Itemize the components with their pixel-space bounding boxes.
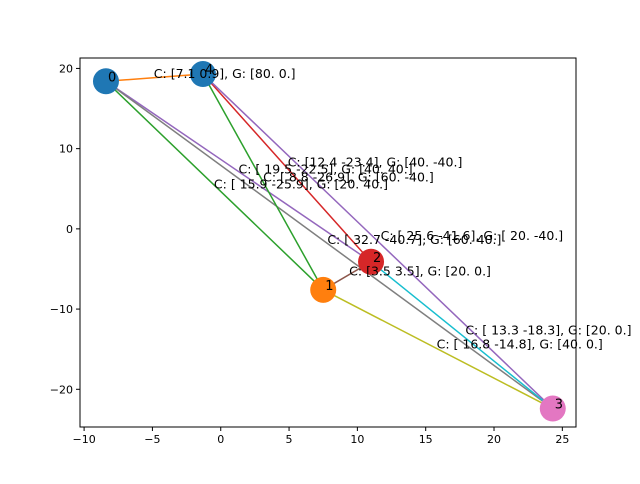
edge-label: C: [ 13.3 -18.3], G: [20. 0.] [465, 323, 631, 338]
edge-0-4 [105, 73, 204, 83]
node-label-3: 3 [555, 398, 563, 413]
edge-label: C: [ 8.8 -26.9], G: [60. -40.] [263, 170, 434, 185]
x-axis: −10 −5 0 5 10 15 20 25 [72, 427, 569, 446]
edge-0-1 [105, 80, 324, 291]
y-tick-label: −20 [50, 383, 73, 396]
node-labels: 0 1 2 3 4 [108, 63, 563, 413]
edge-label: C: [ 19.5 -22.5], G: [40. 40.] [239, 162, 413, 177]
node-4 [189, 61, 216, 88]
node-3 [539, 395, 566, 422]
nodes [92, 61, 566, 422]
x-tick-label: 20 [487, 433, 501, 446]
edge-4-3 [202, 73, 554, 410]
edge-1-3 [322, 289, 554, 410]
x-tick-label: 15 [419, 433, 433, 446]
edge-4-2 [202, 73, 372, 263]
node-label-4: 4 [205, 63, 213, 78]
edge-labels: C: [7.1 0.9], G: [80. 0.] C: [12.4 -23.4]… [154, 66, 632, 351]
x-tick-label: 5 [286, 433, 293, 446]
edge-label: C: [ 15.9 -25.9], G: [20. 40.] [214, 177, 388, 192]
y-tick-label: 10 [59, 143, 73, 156]
edge-label: C: [ 32.7 -40.7], G: [60. 40.] [327, 232, 501, 247]
x-tick-label: −10 [72, 433, 95, 446]
x-tick-label: 25 [555, 433, 569, 446]
edge-label: C: [ 16.8 -14.8], G: [40. 0.] [437, 336, 603, 351]
node-1 [310, 276, 337, 303]
node-label-0: 0 [108, 70, 116, 85]
node-label-1: 1 [325, 279, 333, 294]
x-tick-label: 10 [350, 433, 364, 446]
y-tick-label: 0 [66, 223, 73, 236]
edge-label: C: [ 25.6 -41.6], G: [ 20. -40.] [381, 228, 564, 243]
plot-frame [79, 57, 577, 428]
x-tick-label: 0 [217, 433, 224, 446]
edge-2-3 [370, 261, 554, 410]
node-2 [358, 248, 385, 275]
edge-label: C: [3.5 3.5], G: [20. 0.] [349, 263, 491, 278]
node-0 [92, 68, 119, 95]
edge-label: C: [12.4 -23.4], G: [40. -40.] [288, 154, 463, 169]
y-tick-label: −10 [50, 303, 73, 316]
edge-0-3 [105, 80, 554, 410]
x-tick-label: −5 [144, 433, 160, 446]
edges [105, 73, 554, 410]
edge-4-1 [202, 73, 324, 291]
node-label-2: 2 [373, 251, 381, 266]
edge-0-2 [105, 80, 372, 263]
edge-label: C: [7.1 0.9], G: [80. 0.] [154, 66, 296, 81]
y-tick-label: 20 [59, 62, 73, 75]
y-axis: −20 −10 0 10 20 [50, 62, 80, 396]
